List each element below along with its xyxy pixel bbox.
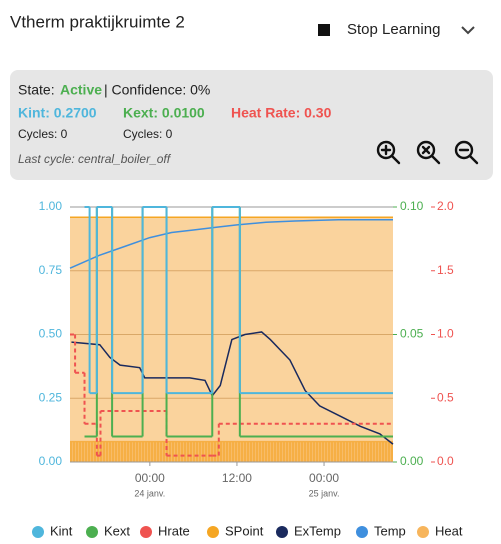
legend-swatch	[417, 526, 429, 538]
y-tick-label: 0.25	[39, 390, 63, 404]
y2-tick-label: 0.05	[400, 327, 424, 341]
legend-label: Hrate	[158, 523, 190, 538]
y3-tick-label: 1.0	[437, 327, 454, 341]
y-tick-label: 0.75	[39, 263, 63, 277]
zoom-out[interactable]	[454, 140, 479, 165]
legend-swatch	[32, 526, 44, 538]
y-tick-label: 0.50	[39, 327, 63, 341]
series-line	[69, 219, 393, 269]
x-tick-label: 12:00	[222, 471, 252, 485]
kext-cycles: Cycles: 0	[123, 127, 173, 141]
button-label: Stop Learning	[347, 21, 440, 38]
series-line	[71, 331, 394, 445]
y3-tick-label: 1.5	[437, 263, 454, 277]
y2-tick-label: 0.00	[400, 454, 424, 468]
zoom-reset[interactable]	[416, 140, 441, 165]
x-tick-label: 00:00	[135, 471, 165, 485]
kint-value: Kint: 0.2700	[18, 105, 97, 121]
chart: 0.00 0.25 0.50 0.75 1.00 0.00 0.05 0.10 0.0 0.5 1.…	[32, 199, 463, 538]
heat-rate-value: Heat Rate: 0.30	[231, 105, 332, 121]
y2-tick-label: 0.10	[400, 199, 424, 213]
zoom-in[interactable]	[376, 140, 401, 165]
last-cycle: Last cycle: central_boiler_off	[18, 152, 172, 166]
kext-value: Kext: 0.0100	[123, 105, 205, 121]
y-tick-label: 1.00	[39, 199, 63, 213]
legend-label: Heat	[435, 523, 463, 538]
state-value: Active	[60, 82, 102, 98]
stop-learning-button[interactable]: Stop Learning	[318, 21, 440, 38]
kint-cycles: Cycles: 0	[18, 127, 68, 141]
legend-label: Kint	[50, 523, 73, 538]
chevron[interactable]	[461, 26, 475, 35]
legend-swatch	[276, 526, 288, 538]
y3-tick-label: 0.5	[437, 390, 454, 404]
info-box	[10, 70, 493, 180]
legend-label: Temp	[374, 523, 406, 538]
legend-swatch	[207, 526, 219, 538]
card-title: Vtherm praktijkruimte 2	[10, 12, 185, 31]
x-tick-label: 00:00	[309, 471, 339, 485]
state-label: State:	[18, 82, 55, 98]
legend-swatch	[356, 526, 368, 538]
x-tick-date: 25 janv.	[309, 488, 340, 498]
legend-label: SPoint	[225, 523, 264, 538]
stop-icon	[318, 24, 330, 36]
legend-label: ExTemp	[294, 523, 341, 538]
confidence: | Confidence: 0%	[104, 82, 210, 98]
legend-swatch	[86, 526, 98, 538]
x-tick-date: 24 janv.	[134, 488, 165, 498]
y3-tick-label: 2.0	[437, 199, 454, 213]
y3-tick-label: 0.0	[437, 454, 454, 468]
legend-label: Kext	[104, 523, 130, 538]
legend-swatch	[140, 526, 152, 538]
y-tick-label: 0.00	[39, 454, 63, 468]
